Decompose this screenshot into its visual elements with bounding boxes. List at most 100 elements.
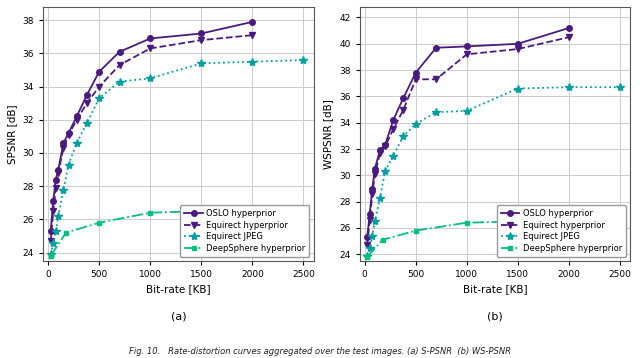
OSLO hyperprior <box>116 50 124 54</box>
DeepSphere hyperprior <box>62 231 70 235</box>
Equirect hyperprior <box>371 172 379 176</box>
Legend: OSLO hyperprior, Equirect hyperprior, Equirect JPEG, DeepSphere hyperprior: OSLO hyperprior, Equirect hyperprior, Eq… <box>180 205 309 257</box>
Equirect JPEG <box>248 59 256 64</box>
Line: DeepSphere hyperprior: DeepSphere hyperprior <box>365 216 622 259</box>
Equirect hyperprior <box>412 77 420 82</box>
OSLO hyperprior <box>376 148 384 153</box>
OSLO hyperprior <box>366 211 374 216</box>
OSLO hyperprior <box>412 71 420 75</box>
DeepSphere hyperprior <box>47 254 54 258</box>
Text: (a): (a) <box>170 312 186 321</box>
Equirect JPEG <box>514 86 522 91</box>
Equirect hyperprior <box>432 77 440 82</box>
OSLO hyperprior <box>389 118 397 122</box>
OSLO hyperprior <box>371 166 379 171</box>
Equirect hyperprior <box>95 84 103 89</box>
DeepSphere hyperprior <box>565 219 573 223</box>
Equirect JPEG <box>565 85 573 90</box>
DeepSphere hyperprior <box>248 209 256 213</box>
Line: Equirect hyperprior: Equirect hyperprior <box>364 34 572 248</box>
DeepSphere hyperprior <box>95 221 103 225</box>
Equirect hyperprior <box>463 52 470 57</box>
Equirect hyperprior <box>514 47 522 51</box>
Y-axis label: SPSNR [dB]: SPSNR [dB] <box>7 104 17 164</box>
Equirect JPEG <box>399 134 407 138</box>
OSLO hyperprior <box>565 26 573 30</box>
Line: OSLO hyperprior: OSLO hyperprior <box>48 19 255 234</box>
Equirect hyperprior <box>83 101 91 105</box>
Equirect JPEG <box>371 219 379 223</box>
Equirect hyperprior <box>369 192 376 196</box>
OSLO hyperprior <box>60 141 67 145</box>
Equirect JPEG <box>376 195 384 200</box>
Equirect hyperprior <box>147 46 154 50</box>
Equirect hyperprior <box>381 144 389 149</box>
Equirect hyperprior <box>376 151 384 155</box>
OSLO hyperprior <box>83 93 91 97</box>
Equirect JPEG <box>60 187 67 192</box>
Equirect hyperprior <box>52 186 60 190</box>
Line: DeepSphere hyperprior: DeepSphere hyperprior <box>48 205 306 258</box>
Line: Equirect hyperprior: Equirect hyperprior <box>48 32 255 244</box>
Line: Equirect JPEG: Equirect JPEG <box>47 56 308 258</box>
Equirect JPEG <box>198 61 205 66</box>
OSLO hyperprior <box>432 45 440 50</box>
OSLO hyperprior <box>463 44 470 49</box>
Equirect JPEG <box>389 154 397 158</box>
OSLO hyperprior <box>381 143 389 147</box>
Equirect JPEG <box>412 122 420 126</box>
Equirect hyperprior <box>364 243 371 247</box>
Equirect hyperprior <box>248 33 256 37</box>
Equirect hyperprior <box>49 209 57 213</box>
Equirect hyperprior <box>198 38 205 42</box>
DeepSphere hyperprior <box>147 211 154 215</box>
Equirect JPEG <box>381 169 389 174</box>
Line: OSLO hyperprior: OSLO hyperprior <box>364 25 572 240</box>
Equirect JPEG <box>52 229 60 233</box>
DeepSphere hyperprior <box>463 221 470 225</box>
Equirect JPEG <box>49 241 57 245</box>
OSLO hyperprior <box>52 178 60 182</box>
DeepSphere hyperprior <box>379 238 387 242</box>
Equirect hyperprior <box>60 146 67 150</box>
Equirect JPEG <box>65 163 72 167</box>
OSLO hyperprior <box>49 199 57 203</box>
Equirect JPEG <box>616 85 624 90</box>
Equirect JPEG <box>366 246 374 250</box>
X-axis label: Bit-rate [KB]: Bit-rate [KB] <box>146 285 211 294</box>
Equirect JPEG <box>432 110 440 114</box>
Equirect hyperprior <box>116 63 124 67</box>
OSLO hyperprior <box>95 69 103 74</box>
OSLO hyperprior <box>47 229 54 233</box>
Equirect hyperprior <box>73 118 81 122</box>
DeepSphere hyperprior <box>514 219 522 223</box>
Equirect JPEG <box>116 79 124 84</box>
Equirect JPEG <box>364 253 371 258</box>
X-axis label: Bit-rate [KB]: Bit-rate [KB] <box>463 285 527 294</box>
OSLO hyperprior <box>399 96 407 100</box>
Equirect hyperprior <box>47 239 54 243</box>
DeepSphere hyperprior <box>364 255 371 259</box>
OSLO hyperprior <box>54 168 62 172</box>
Equirect JPEG <box>54 214 62 218</box>
Y-axis label: WSPSNR [dB]: WSPSNR [dB] <box>323 99 333 169</box>
Equirect JPEG <box>73 141 81 145</box>
DeepSphere hyperprior <box>412 228 420 233</box>
Legend: OSLO hyperprior, Equirect hyperprior, Equirect JPEG, DeepSphere hyperprior: OSLO hyperprior, Equirect hyperprior, Eq… <box>497 205 626 257</box>
Text: (b): (b) <box>487 312 502 321</box>
OSLO hyperprior <box>198 32 205 36</box>
Equirect hyperprior <box>565 35 573 39</box>
OSLO hyperprior <box>369 187 376 191</box>
DeepSphere hyperprior <box>198 209 205 213</box>
Equirect hyperprior <box>366 218 374 222</box>
OSLO hyperprior <box>248 20 256 24</box>
DeepSphere hyperprior <box>616 217 624 221</box>
Equirect hyperprior <box>389 127 397 131</box>
Equirect JPEG <box>95 96 103 100</box>
Line: Equirect JPEG: Equirect JPEG <box>363 83 624 260</box>
OSLO hyperprior <box>147 36 154 40</box>
OSLO hyperprior <box>364 235 371 240</box>
Equirect hyperprior <box>399 107 407 112</box>
OSLO hyperprior <box>73 114 81 118</box>
DeepSphere hyperprior <box>300 205 307 210</box>
